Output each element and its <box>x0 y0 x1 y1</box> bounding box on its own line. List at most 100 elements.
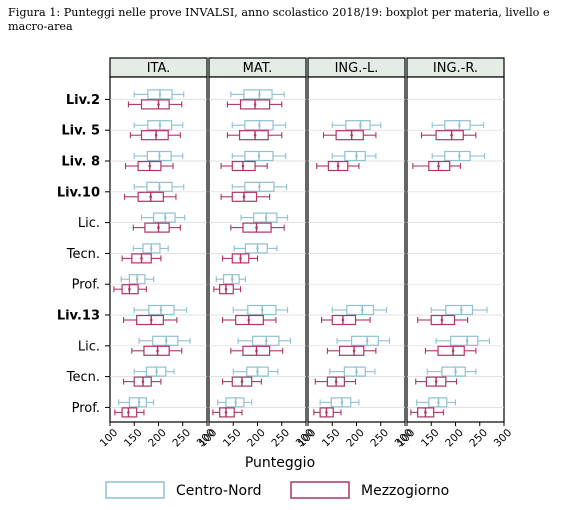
box-mean-dot <box>465 339 469 343</box>
x-tick-label: 200 <box>146 427 169 450</box>
box-mezzogiorno <box>321 314 371 326</box>
box-centro-nord <box>215 274 246 285</box>
box-centro-nord <box>138 335 191 346</box>
box-iqr <box>346 304 375 316</box>
box-mezzogiorno <box>131 345 183 356</box>
box-mezzogiorno <box>124 160 174 172</box>
panel-1: MAT.100 150 200 250 300 <box>197 57 316 450</box>
box-mean-dot <box>258 123 261 127</box>
box-mean-dot <box>164 339 168 343</box>
box-iqr <box>444 120 471 131</box>
box-mean-dot <box>256 247 259 250</box>
box-mezzogiorno <box>415 376 458 387</box>
box-mean-dot <box>156 349 159 353</box>
box-mean-dot <box>458 154 461 158</box>
box-mean-dot <box>149 247 153 250</box>
box-mezzogiorno <box>316 160 360 172</box>
box-mezzogiorno <box>322 130 377 141</box>
box-mezzogiorno <box>212 407 243 418</box>
row-label: Lic. <box>78 216 100 231</box>
box-centro-nord <box>435 335 491 346</box>
figure-caption: Figura 1: Punteggi nelle prove INVALSI, … <box>8 6 550 33</box>
box-mezzogiorno <box>220 160 268 172</box>
box-mezzogiorno <box>410 407 444 418</box>
box-centro-nord <box>231 150 287 162</box>
box-centro-nord <box>133 181 185 192</box>
box-mean-dot <box>437 401 440 404</box>
box-mean-dot <box>242 195 246 199</box>
box-mezzogiorno <box>123 376 162 387</box>
box-centro-nord <box>231 181 288 192</box>
x-tick-label: 150 <box>419 427 442 450</box>
box-mezzogiorno <box>222 376 262 387</box>
box-mean-dot <box>458 123 461 127</box>
box-centro-nord <box>336 335 391 346</box>
box-centro-nord <box>237 335 292 346</box>
box-mean-dot <box>350 133 353 137</box>
box-mean-dot <box>341 318 345 322</box>
box-iqr <box>144 222 170 233</box>
box-iqr <box>345 120 371 131</box>
box-centro-nord <box>217 397 253 408</box>
box-mean-dot <box>365 339 369 343</box>
row-label: Tecn. <box>66 370 100 385</box>
box-iqr <box>338 345 365 356</box>
box-mean-dot <box>159 308 163 312</box>
x-tick-label: 250 <box>170 427 193 450</box>
box-mean-dot <box>240 380 244 383</box>
row-label: Liv. 8 <box>61 155 100 170</box>
box-centro-nord <box>416 397 457 408</box>
box-centro-nord <box>231 120 287 131</box>
box-centro-nord <box>133 150 184 162</box>
box-centro-nord <box>430 304 488 316</box>
panel-0: ITA.100 150 200 250 300 <box>98 57 217 450</box>
legend-label-mezzogiorno: Mezzogiorno <box>361 483 449 499</box>
box-mezzogiorno <box>313 407 342 418</box>
box-centro-nord <box>233 243 278 254</box>
x-tick-label: 200 <box>443 427 466 450</box>
box-mean-dot <box>239 257 242 260</box>
panel-title: ITA. <box>147 61 171 76</box>
legend-swatch-mezzogiorno <box>290 481 350 499</box>
row-label: Liv. 5 <box>61 124 100 139</box>
row-labels: Liv.2 Liv. 5 Liv. 8 Liv.10 Lic. Tecn. Prof. Liv… <box>57 93 110 416</box>
box-centro-nord <box>133 366 175 377</box>
box-centro-nord <box>140 212 186 223</box>
box-mean-dot <box>334 380 338 383</box>
x-tick-label: 250 <box>269 427 292 450</box>
box-mean-dot <box>460 308 463 312</box>
box-iqr <box>437 345 465 356</box>
box-centro-nord <box>118 397 155 408</box>
box-iqr <box>444 150 471 162</box>
box-mean-dot <box>352 349 356 353</box>
box-mezzogiorno <box>424 345 477 356</box>
box-mezzogiorno <box>113 284 147 295</box>
x-tick-label: 100 <box>98 427 121 450</box>
box-mean-dot <box>424 411 427 414</box>
legend-label-centro-nord: Centro-Nord <box>176 483 262 499</box>
box-mean-dot <box>135 277 139 281</box>
box-iqr <box>140 99 170 110</box>
box-mean-dot <box>158 93 162 96</box>
box-centro-nord <box>426 366 477 377</box>
x-tick-label: 200 <box>245 427 268 450</box>
box-mezzogiorno <box>129 130 181 141</box>
box-centro-nord <box>240 212 289 223</box>
box-iqr <box>450 335 479 346</box>
box-mean-dot <box>140 257 143 260</box>
box-mean-dot <box>154 133 158 137</box>
box-mean-dot <box>440 318 444 322</box>
box-mean-dot <box>454 370 457 373</box>
row-label: Liv.2 <box>66 93 100 108</box>
panel-title: MAT. <box>243 61 273 76</box>
box-mezzogiorno <box>213 284 242 295</box>
box-mean-dot <box>247 318 251 322</box>
panel-title: ING.-L. <box>335 61 379 76</box>
box-mezzogiorno <box>121 253 162 264</box>
box-mezzogiorno <box>220 191 271 202</box>
box-mean-dot <box>158 154 161 158</box>
box-mean-dot <box>255 349 258 353</box>
box-mezzogiorno <box>226 130 283 141</box>
box-mean-dot <box>257 154 261 158</box>
